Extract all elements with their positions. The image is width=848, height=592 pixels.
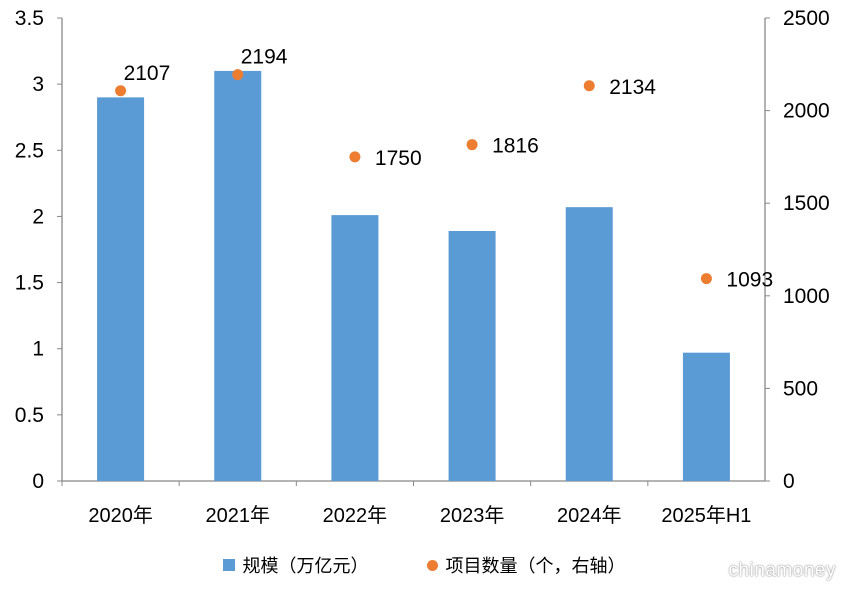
- right-tick-label: 1000: [783, 285, 830, 308]
- data-label: 1750: [375, 147, 422, 170]
- data-label: 2134: [609, 76, 656, 99]
- bar-2023年: [448, 230, 496, 481]
- point-2022年: [349, 151, 361, 163]
- left-tick-label: 2: [32, 205, 44, 228]
- right-tick-label: 0: [783, 470, 795, 493]
- watermark: chinamoney: [728, 560, 836, 581]
- left-tick-label: 0.5: [15, 404, 44, 427]
- left-tick-label: 3: [32, 73, 44, 96]
- legend-label-scale: 规模（万亿元）: [242, 556, 369, 576]
- data-label: 2194: [241, 46, 288, 69]
- x-tick-label: 2020年: [88, 504, 153, 527]
- data-label: 2107: [124, 62, 171, 85]
- legend-label-count: 项目数量（个，右轴）: [445, 556, 626, 576]
- right-tick-label: 2500: [783, 7, 830, 30]
- data-label: 1093: [726, 269, 773, 292]
- data-label: 1816: [492, 135, 539, 158]
- x-tick-label: 2024年: [557, 504, 622, 527]
- bar-2021年: [214, 70, 262, 482]
- point-2024年: [583, 80, 595, 92]
- right-tick-label: 1500: [783, 192, 830, 215]
- left-tick-label: 0: [32, 470, 44, 493]
- legend-dot-swatch: [426, 559, 438, 571]
- x-tick-label: 2023年: [440, 504, 505, 527]
- bar-2022年: [331, 215, 379, 481]
- point-2025年H1: [700, 273, 712, 285]
- legend-item-scale: 规模（万亿元）: [222, 552, 369, 578]
- legend-bar-swatch: [222, 559, 235, 571]
- right-tick-label: 2000: [783, 100, 830, 123]
- left-tick-label: 1: [32, 338, 44, 361]
- legend-item-count: 项目数量（个，右轴）: [426, 552, 626, 578]
- left-tick-label: 3.5: [15, 7, 44, 30]
- left-tick-label: 2.5: [15, 139, 44, 162]
- left-tick-label: 1.5: [15, 272, 44, 295]
- x-tick-label: 2025年H1: [661, 504, 751, 527]
- point-2021年: [232, 69, 244, 81]
- x-tick-label: 2022年: [323, 504, 388, 527]
- bar-2025年H1: [682, 352, 730, 481]
- right-tick-label: 500: [783, 377, 818, 400]
- x-tick-label: 2021年: [206, 504, 271, 527]
- bar-2020年: [97, 97, 145, 481]
- point-2023年: [466, 139, 478, 151]
- legend: 规模（万亿元） 项目数量（个，右轴）: [0, 552, 848, 578]
- bar-2024年: [565, 207, 613, 481]
- point-2020年: [115, 85, 127, 97]
